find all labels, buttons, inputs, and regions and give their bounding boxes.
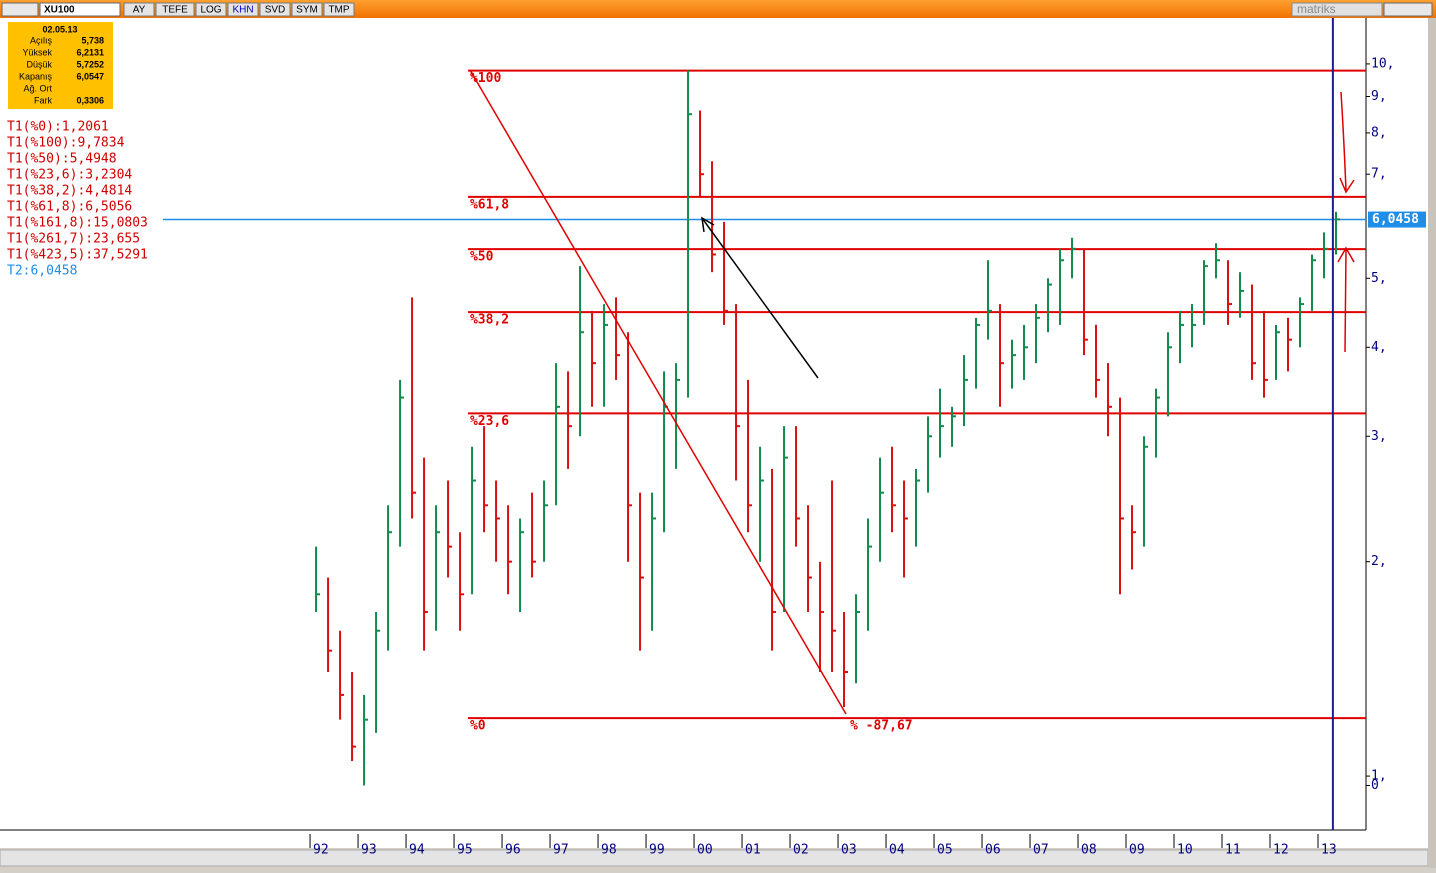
brand: matriks	[1297, 2, 1336, 16]
x-tick-label: 97	[553, 843, 569, 858]
fib-note: T1(%38,2):4,4814	[7, 184, 132, 199]
x-tick-label: 06	[985, 843, 1001, 858]
fib-note: T1(%23,6):3,2304	[7, 168, 132, 183]
fib-note: T1(%161,8):15,0803	[7, 216, 148, 231]
info-label: Yüksek	[22, 47, 52, 57]
toolbar-button-label: SYM	[296, 5, 318, 16]
info-label: Açılış	[30, 35, 53, 45]
window-controls[interactable]	[1383, 2, 1433, 17]
fib-label: %23,6	[470, 414, 509, 429]
symbol: XU100	[44, 5, 75, 16]
chart-layer: %100%61,8%50%38,2%23,6%0% -87,676,0458	[163, 18, 1426, 830]
x-tick-label: 96	[505, 843, 521, 858]
x-tick-label: 10	[1177, 843, 1193, 858]
scrollbar[interactable]	[0, 849, 1429, 867]
info-value: 5,738	[81, 35, 104, 45]
fib-note: T1(%50):5,4948	[7, 152, 117, 167]
current-box	[1368, 211, 1426, 228]
x-tick-label: 92	[313, 843, 329, 858]
arrow-up	[1337, 246, 1355, 353]
trend-label: % -87,67	[850, 719, 913, 734]
x-tick-label: 93	[361, 843, 377, 858]
x-tick-label: 00	[697, 843, 713, 858]
toolbar-button-label: TMP	[328, 5, 349, 16]
info-label: Düşük	[26, 59, 52, 69]
y-tick-label: 1,	[1371, 769, 1387, 784]
x-tick-label: 08	[1081, 843, 1097, 858]
info-label: Kapanış	[19, 71, 53, 81]
toolbar	[0, 0, 1436, 18]
y-axis-area	[1366, 18, 1428, 830]
toolbar-button-label: TEFE	[162, 5, 188, 16]
arrow-head	[701, 216, 715, 233]
current-note: T2:6,0458	[7, 264, 77, 279]
x-tick-label: 95	[457, 843, 473, 858]
info-date: 02.05.13	[42, 24, 77, 34]
x-tick-label: 09	[1129, 843, 1145, 858]
fib-label: %50	[470, 250, 494, 265]
toolbar-button[interactable]	[123, 2, 155, 17]
x-tick-label: 11	[1225, 843, 1241, 858]
y-tick-label: 2,	[1371, 554, 1387, 569]
info-value: 0,3306	[76, 95, 104, 105]
y-tick-label: 9,	[1371, 89, 1387, 104]
fib-note: T1(%261,7):23,655	[7, 232, 140, 247]
x-tick-label: 01	[745, 843, 761, 858]
toolbar-button[interactable]	[227, 2, 259, 17]
fib-label: %0	[470, 719, 486, 734]
toolbar-button[interactable]	[291, 2, 323, 17]
x-axis-area	[0, 830, 1428, 848]
current-label: 6,0458	[1372, 212, 1419, 227]
y-tick-label: 5,	[1371, 271, 1387, 286]
trend-line	[469, 69, 847, 715]
arrow-down	[1339, 91, 1355, 194]
toolbar-button-label: AY	[133, 5, 146, 16]
x-tick-label: 99	[649, 843, 665, 858]
y-tick-label: 3,	[1371, 429, 1387, 444]
x-tick-label: 12	[1273, 843, 1289, 858]
fib-label: %61,8	[470, 197, 509, 212]
info-label: Fark	[34, 95, 53, 105]
info-box	[8, 22, 113, 109]
info-value: 6,0547	[76, 71, 104, 81]
y-tick-label: 7,	[1371, 167, 1387, 182]
arrow-line	[701, 217, 819, 379]
toolbar-button[interactable]	[155, 2, 195, 17]
fib-note: T1(%423,5):37,5291	[7, 248, 148, 263]
window-icons[interactable]	[1, 2, 39, 17]
symbol-box[interactable]	[39, 2, 121, 17]
toolbar-button[interactable]	[195, 2, 227, 17]
x-tick-label: 94	[409, 843, 425, 858]
fib-note: T1(%61,8):6,5056	[7, 200, 132, 215]
y-tick-label: 0	[1371, 778, 1379, 793]
toolbar-button-label: KHN	[232, 5, 253, 16]
y-tick-label: 8,	[1371, 125, 1387, 140]
x-tick-label: 04	[889, 843, 905, 858]
x-tick-label: 02	[793, 843, 809, 858]
fib-label: %38,2	[470, 313, 509, 328]
fib-note: T1(%0):1,2061	[7, 120, 109, 135]
right-border	[1428, 18, 1436, 868]
info-value: 5,7252	[76, 59, 104, 69]
info-value: 6,2131	[76, 47, 104, 57]
info-label: Ağ. Ort	[23, 83, 52, 93]
plot-area	[0, 18, 1366, 830]
toolbar-button[interactable]	[323, 2, 355, 17]
x-tick-label: 98	[601, 843, 617, 858]
y-tick-label: 4,	[1371, 340, 1387, 355]
brand-box	[1291, 2, 1383, 17]
toolbar-button-label: SVD	[265, 5, 286, 16]
x-tick-label: 13	[1321, 843, 1337, 858]
x-tick-label: 03	[841, 843, 857, 858]
x-tick-label: 07	[1033, 843, 1049, 858]
x-tick-label: 05	[937, 843, 953, 858]
toolbar-button[interactable]	[259, 2, 291, 17]
y-tick-label: 10,	[1371, 56, 1394, 71]
fib-note: T1(%100):9,7834	[7, 136, 125, 151]
toolbar-button-label: LOG	[200, 5, 221, 16]
